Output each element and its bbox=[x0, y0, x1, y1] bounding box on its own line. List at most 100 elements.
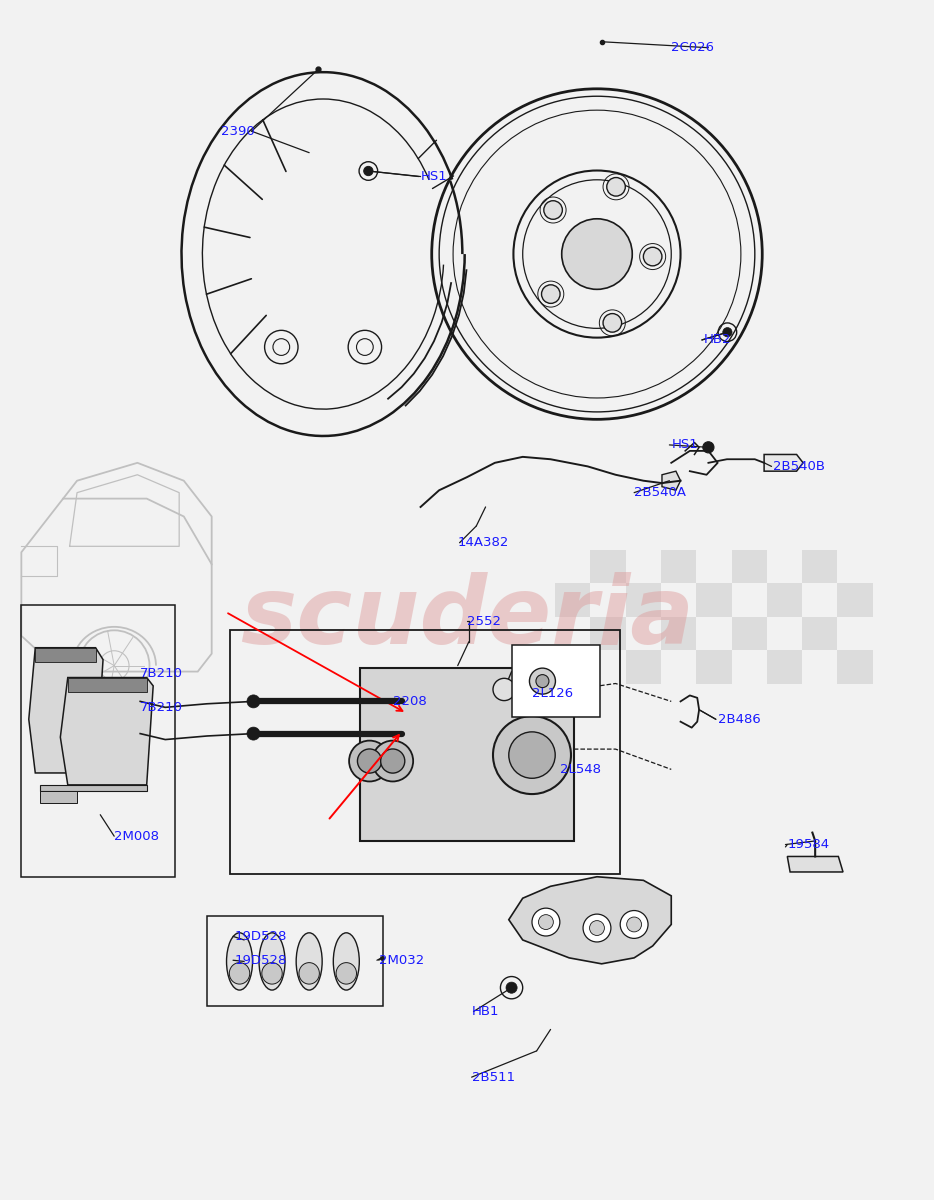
Bar bbox=[697, 583, 731, 617]
Text: 2552: 2552 bbox=[467, 614, 501, 628]
Circle shape bbox=[247, 727, 260, 740]
Ellipse shape bbox=[259, 932, 285, 990]
Polygon shape bbox=[764, 455, 803, 472]
Text: 7B210: 7B210 bbox=[140, 667, 183, 680]
Circle shape bbox=[134, 696, 146, 707]
Bar bbox=[731, 650, 767, 684]
Circle shape bbox=[542, 284, 560, 304]
Bar bbox=[231, 630, 620, 875]
Polygon shape bbox=[40, 791, 77, 803]
Circle shape bbox=[373, 740, 413, 781]
Polygon shape bbox=[787, 857, 843, 872]
Text: 2M032: 2M032 bbox=[379, 954, 424, 967]
Text: 2B486: 2B486 bbox=[717, 713, 760, 726]
Bar bbox=[838, 583, 872, 617]
Circle shape bbox=[627, 917, 642, 932]
Bar bbox=[838, 550, 872, 583]
Bar bbox=[555, 650, 590, 684]
Bar bbox=[626, 650, 661, 684]
Circle shape bbox=[530, 668, 556, 694]
Bar bbox=[555, 550, 590, 583]
Polygon shape bbox=[40, 785, 147, 791]
Bar bbox=[731, 617, 767, 650]
Circle shape bbox=[620, 911, 648, 938]
Text: 2390: 2390 bbox=[221, 125, 255, 138]
Bar bbox=[590, 583, 626, 617]
Bar bbox=[661, 650, 697, 684]
Bar bbox=[731, 550, 767, 583]
Text: HB1: HB1 bbox=[472, 1006, 499, 1018]
Text: 14A382: 14A382 bbox=[458, 536, 509, 550]
Bar bbox=[626, 583, 661, 617]
Bar bbox=[767, 650, 802, 684]
Text: 19584: 19584 bbox=[787, 838, 829, 851]
Circle shape bbox=[544, 200, 562, 220]
Text: 2208: 2208 bbox=[392, 695, 427, 708]
Circle shape bbox=[723, 328, 732, 337]
Bar bbox=[626, 617, 661, 650]
Circle shape bbox=[589, 920, 604, 936]
Bar bbox=[590, 550, 626, 583]
Circle shape bbox=[358, 749, 382, 773]
Bar bbox=[697, 550, 731, 583]
Ellipse shape bbox=[336, 962, 357, 984]
Circle shape bbox=[506, 982, 517, 994]
Text: a  p  a  r  t  s: a p a r t s bbox=[401, 673, 533, 694]
Bar bbox=[661, 583, 697, 617]
Bar bbox=[838, 650, 872, 684]
Circle shape bbox=[583, 914, 611, 942]
Circle shape bbox=[247, 695, 260, 708]
Circle shape bbox=[363, 167, 373, 175]
Bar bbox=[661, 550, 697, 583]
Text: 19D528: 19D528 bbox=[234, 930, 288, 943]
Text: 7B210: 7B210 bbox=[140, 701, 183, 714]
Bar bbox=[555, 583, 590, 617]
Circle shape bbox=[381, 749, 404, 773]
Text: 2B540B: 2B540B bbox=[773, 460, 826, 473]
Polygon shape bbox=[509, 877, 672, 964]
Bar bbox=[767, 617, 802, 650]
Text: HS1: HS1 bbox=[420, 170, 447, 184]
Bar bbox=[361, 668, 573, 841]
Bar bbox=[512, 646, 600, 716]
Ellipse shape bbox=[227, 932, 252, 990]
Text: 19D528: 19D528 bbox=[234, 954, 288, 967]
Bar bbox=[767, 583, 802, 617]
Bar bbox=[767, 550, 802, 583]
Circle shape bbox=[493, 716, 571, 794]
Circle shape bbox=[536, 674, 549, 688]
Circle shape bbox=[532, 908, 559, 936]
Bar bbox=[626, 550, 661, 583]
Bar bbox=[661, 617, 697, 650]
Bar bbox=[802, 583, 838, 617]
Polygon shape bbox=[29, 648, 103, 773]
Bar bbox=[21, 605, 175, 877]
Circle shape bbox=[607, 178, 626, 196]
Bar bbox=[555, 617, 590, 650]
Circle shape bbox=[603, 313, 622, 332]
Text: 2C026: 2C026 bbox=[672, 41, 715, 54]
Polygon shape bbox=[61, 678, 153, 785]
Bar bbox=[838, 617, 872, 650]
Bar bbox=[590, 617, 626, 650]
Text: scuderia: scuderia bbox=[240, 572, 694, 664]
Circle shape bbox=[493, 678, 516, 701]
Bar bbox=[207, 916, 384, 1006]
Bar bbox=[802, 550, 838, 583]
Bar bbox=[697, 650, 731, 684]
Polygon shape bbox=[68, 678, 147, 692]
Circle shape bbox=[644, 247, 662, 266]
Circle shape bbox=[134, 728, 146, 739]
Circle shape bbox=[561, 218, 632, 289]
Ellipse shape bbox=[230, 962, 249, 984]
Text: 2M008: 2M008 bbox=[114, 829, 159, 842]
Circle shape bbox=[702, 442, 714, 452]
Ellipse shape bbox=[296, 932, 322, 990]
Text: HB2: HB2 bbox=[703, 334, 731, 347]
Text: 2L548: 2L548 bbox=[559, 763, 601, 776]
Bar bbox=[802, 617, 838, 650]
Text: 2B511: 2B511 bbox=[472, 1070, 515, 1084]
Bar bbox=[697, 617, 731, 650]
Text: 2B540A: 2B540A bbox=[634, 486, 686, 499]
Text: HS1: HS1 bbox=[672, 438, 698, 451]
